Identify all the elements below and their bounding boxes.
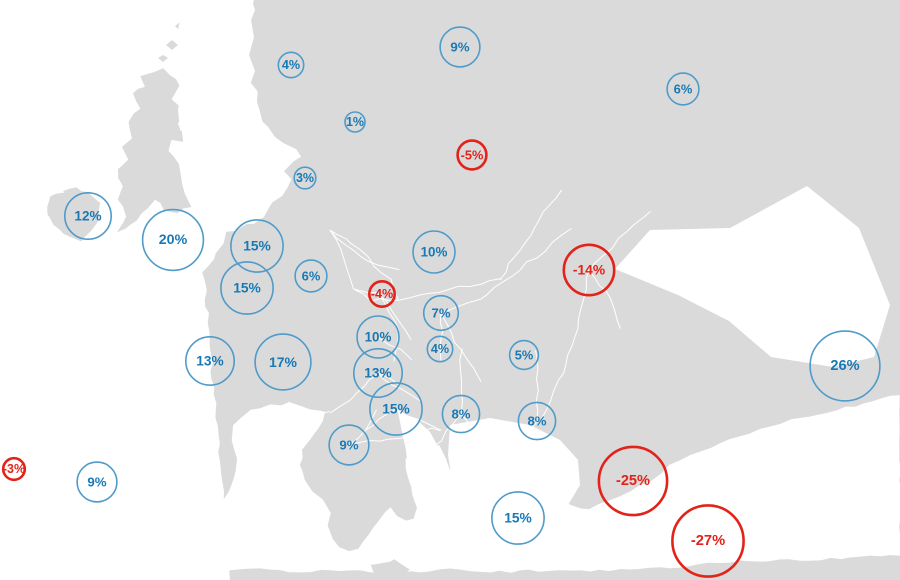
svg-text:12%: 12% [74, 209, 101, 224]
svg-text:1%: 1% [346, 115, 364, 129]
svg-text:4%: 4% [282, 58, 300, 72]
svg-text:15%: 15% [504, 511, 532, 526]
svg-text:8%: 8% [527, 414, 546, 429]
svg-text:20%: 20% [159, 232, 188, 248]
svg-text:4%: 4% [431, 342, 449, 356]
svg-text:9%: 9% [339, 438, 358, 453]
svg-text:-27%: -27% [691, 533, 725, 549]
svg-text:13%: 13% [364, 366, 391, 381]
svg-text:13%: 13% [196, 354, 223, 369]
svg-text:15%: 15% [243, 239, 271, 254]
svg-text:-5%: -5% [461, 148, 484, 163]
svg-text:9%: 9% [450, 40, 469, 55]
svg-text:9%: 9% [87, 475, 106, 490]
svg-text:17%: 17% [269, 354, 298, 370]
svg-text:-4%: -4% [371, 287, 393, 301]
svg-text:6%: 6% [674, 82, 693, 97]
svg-text:15%: 15% [382, 402, 410, 417]
svg-text:-3%: -3% [3, 462, 25, 476]
svg-text:-14%: -14% [573, 263, 605, 278]
svg-text:26%: 26% [830, 358, 859, 374]
svg-text:5%: 5% [515, 348, 534, 363]
svg-text:15%: 15% [233, 281, 261, 296]
svg-text:3%: 3% [296, 171, 314, 185]
svg-text:-25%: -25% [616, 473, 650, 489]
svg-text:6%: 6% [302, 269, 321, 284]
svg-text:8%: 8% [451, 407, 470, 422]
svg-text:10%: 10% [421, 245, 448, 260]
svg-text:10%: 10% [365, 330, 392, 345]
svg-text:7%: 7% [432, 306, 451, 321]
